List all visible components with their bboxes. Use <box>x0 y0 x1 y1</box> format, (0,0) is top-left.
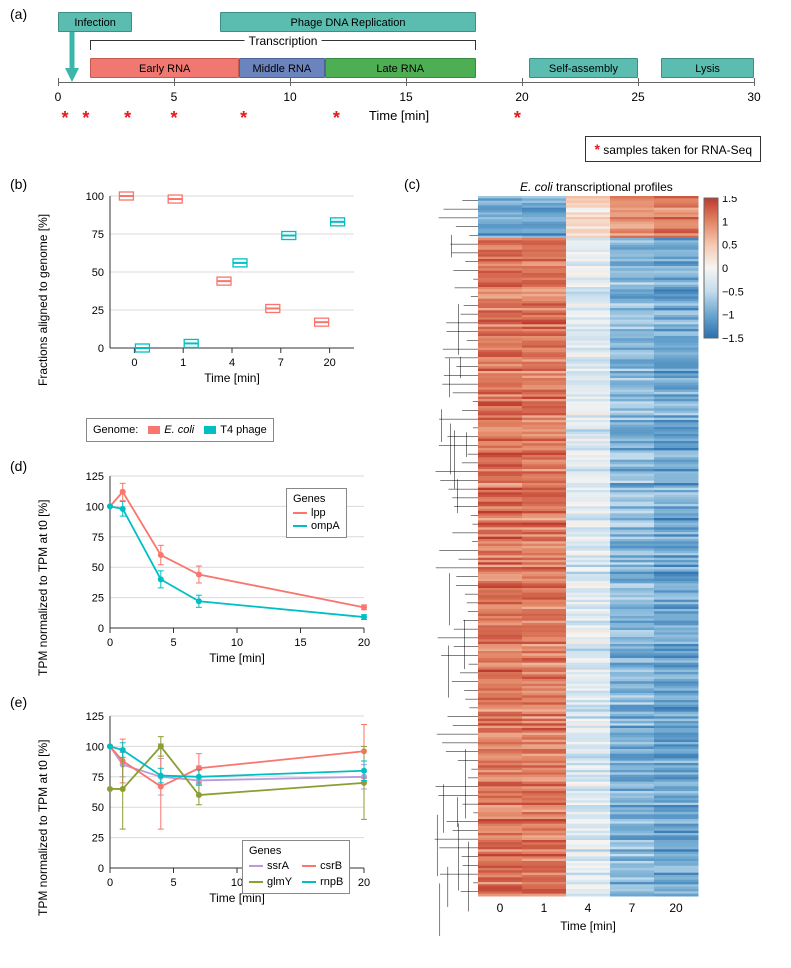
svg-text:100: 100 <box>86 741 104 753</box>
panel-label-c: (c) <box>404 176 420 192</box>
svg-text:15: 15 <box>294 637 306 649</box>
svg-text:4: 4 <box>585 901 592 915</box>
timeline-xlabel: Time [min] <box>369 108 429 123</box>
panel-label-e: (e) <box>10 694 27 710</box>
svg-text:100: 100 <box>86 191 104 203</box>
svg-text:0: 0 <box>107 637 113 649</box>
svg-text:0: 0 <box>722 263 728 275</box>
panel-b-ylabel: Fractions aligned to genome [%] <box>36 214 50 386</box>
sample-star-icon: * <box>82 108 89 129</box>
panel-d-ylabel: TPM normalized to TPM at t0 [%] <box>36 499 50 676</box>
sample-star-icon: * <box>61 108 68 129</box>
timeline-tick: 5 <box>171 90 178 104</box>
svg-text:25: 25 <box>92 593 104 605</box>
timeline-phase: Lysis <box>661 58 754 78</box>
timeline-tick: 0 <box>55 90 62 104</box>
panel-e-legend: GenesssrAcsrBglmYrnpB <box>242 840 350 894</box>
timeline-tick: 20 <box>515 90 528 104</box>
panel-b-legend-ecoli: E. coli <box>164 424 194 436</box>
svg-text:10: 10 <box>231 637 243 649</box>
timeline-phase: Middle RNA <box>239 58 325 78</box>
svg-text:5: 5 <box>170 877 176 889</box>
panel-c-heatmap: 0 1 4 7 20 Time [min] −1.5 −1 −0.5 0 0.5 1 1.5 <box>432 196 752 936</box>
svg-text:0.5: 0.5 <box>722 240 737 252</box>
svg-text:50: 50 <box>92 562 104 574</box>
timeline-phase: Late RNA <box>325 58 476 78</box>
rnaseq-note: * samples taken for RNA-Seq <box>585 136 761 162</box>
svg-text:25: 25 <box>92 833 104 845</box>
panel-d-plot: 0 25 50 75 100 125 0 5 10 15 20 Time [min] Geneslppo… <box>72 470 372 670</box>
timeline-tick: 10 <box>283 90 296 104</box>
transcription-label: Transcription <box>245 34 322 48</box>
svg-text:20: 20 <box>358 637 370 649</box>
timeline-phase: Phage DNA Replication <box>220 12 475 32</box>
svg-text:1: 1 <box>541 901 548 915</box>
svg-text:0: 0 <box>107 877 113 889</box>
svg-text:75: 75 <box>92 229 104 241</box>
panel-b-plot: 0 25 50 75 100 0 1 4 7 20 Time [min] <box>72 190 362 390</box>
timeline-panel: 0 5 10 15 20 25 30 Time [min] Infection Phage DNA… <box>34 8 764 148</box>
timeline-phase: Self-assembly <box>529 58 638 78</box>
panel-b-legend-t4: T4 phage <box>220 424 266 436</box>
timeline-tick: 30 <box>747 90 760 104</box>
timeline-tick: 15 <box>399 90 412 104</box>
svg-text:20: 20 <box>358 877 370 889</box>
figure-root: (a) (b) (c) (d) (e) 051015202530Time [mi… <box>0 0 791 968</box>
svg-text:0: 0 <box>131 357 137 369</box>
svg-text:1: 1 <box>180 357 186 369</box>
svg-text:0: 0 <box>98 623 104 635</box>
timeline-phase: Early RNA <box>90 58 238 78</box>
svg-text:75: 75 <box>92 772 104 784</box>
panel-label-b: (b) <box>10 176 27 192</box>
svg-text:1: 1 <box>722 216 728 228</box>
svg-text:20: 20 <box>323 357 335 369</box>
sample-star-icon: * <box>170 108 177 129</box>
svg-text:Time [min]: Time [min] <box>204 371 260 385</box>
svg-text:7: 7 <box>629 901 636 915</box>
svg-text:−1.5: −1.5 <box>722 333 744 345</box>
timeline-tick: 25 <box>631 90 644 104</box>
svg-text:50: 50 <box>92 267 104 279</box>
panel-b-legend-title: Genome: <box>93 424 138 436</box>
svg-text:25: 25 <box>92 305 104 317</box>
panel-label-a: (a) <box>10 6 27 22</box>
sample-star-icon: * <box>124 108 131 129</box>
svg-text:125: 125 <box>86 711 104 723</box>
rnaseq-note-text: samples taken for RNA-Seq <box>603 143 752 157</box>
svg-text:1.5: 1.5 <box>722 196 737 205</box>
svg-text:−0.5: −0.5 <box>722 286 744 298</box>
svg-text:5: 5 <box>170 637 176 649</box>
sample-star-icon: * <box>240 108 247 129</box>
panel-label-d: (d) <box>10 458 27 474</box>
svg-text:75: 75 <box>92 532 104 544</box>
svg-text:7: 7 <box>278 357 284 369</box>
svg-text:Time [min]: Time [min] <box>560 919 616 933</box>
panel-c-title: E. coli transcriptional profiles <box>520 180 673 194</box>
timeline-phase: Infection <box>58 12 132 32</box>
sample-star-icon: * <box>514 108 521 129</box>
sample-star-icon: * <box>333 108 340 129</box>
panel-e-plot: 025507510012505101520Time [min]GenesssrA… <box>72 710 372 910</box>
svg-text:0: 0 <box>98 343 104 355</box>
svg-text:−1: −1 <box>722 310 735 322</box>
svg-text:125: 125 <box>86 471 104 483</box>
svg-text:Time [min]: Time [min] <box>209 651 265 665</box>
svg-text:20: 20 <box>669 901 683 915</box>
svg-text:4: 4 <box>229 357 235 369</box>
star-icon: * <box>594 141 599 157</box>
panel-d-legend: GeneslppompA <box>286 488 347 538</box>
infection-arrow-icon <box>63 32 81 82</box>
panel-b-legend: Genome: E. coli T4 phage <box>86 418 274 442</box>
svg-text:0: 0 <box>497 901 504 915</box>
svg-text:0: 0 <box>98 863 104 875</box>
svg-text:100: 100 <box>86 501 104 513</box>
svg-text:50: 50 <box>92 802 104 814</box>
panel-e-ylabel: TPM normalized to TPM at t0 [%] <box>36 739 50 916</box>
